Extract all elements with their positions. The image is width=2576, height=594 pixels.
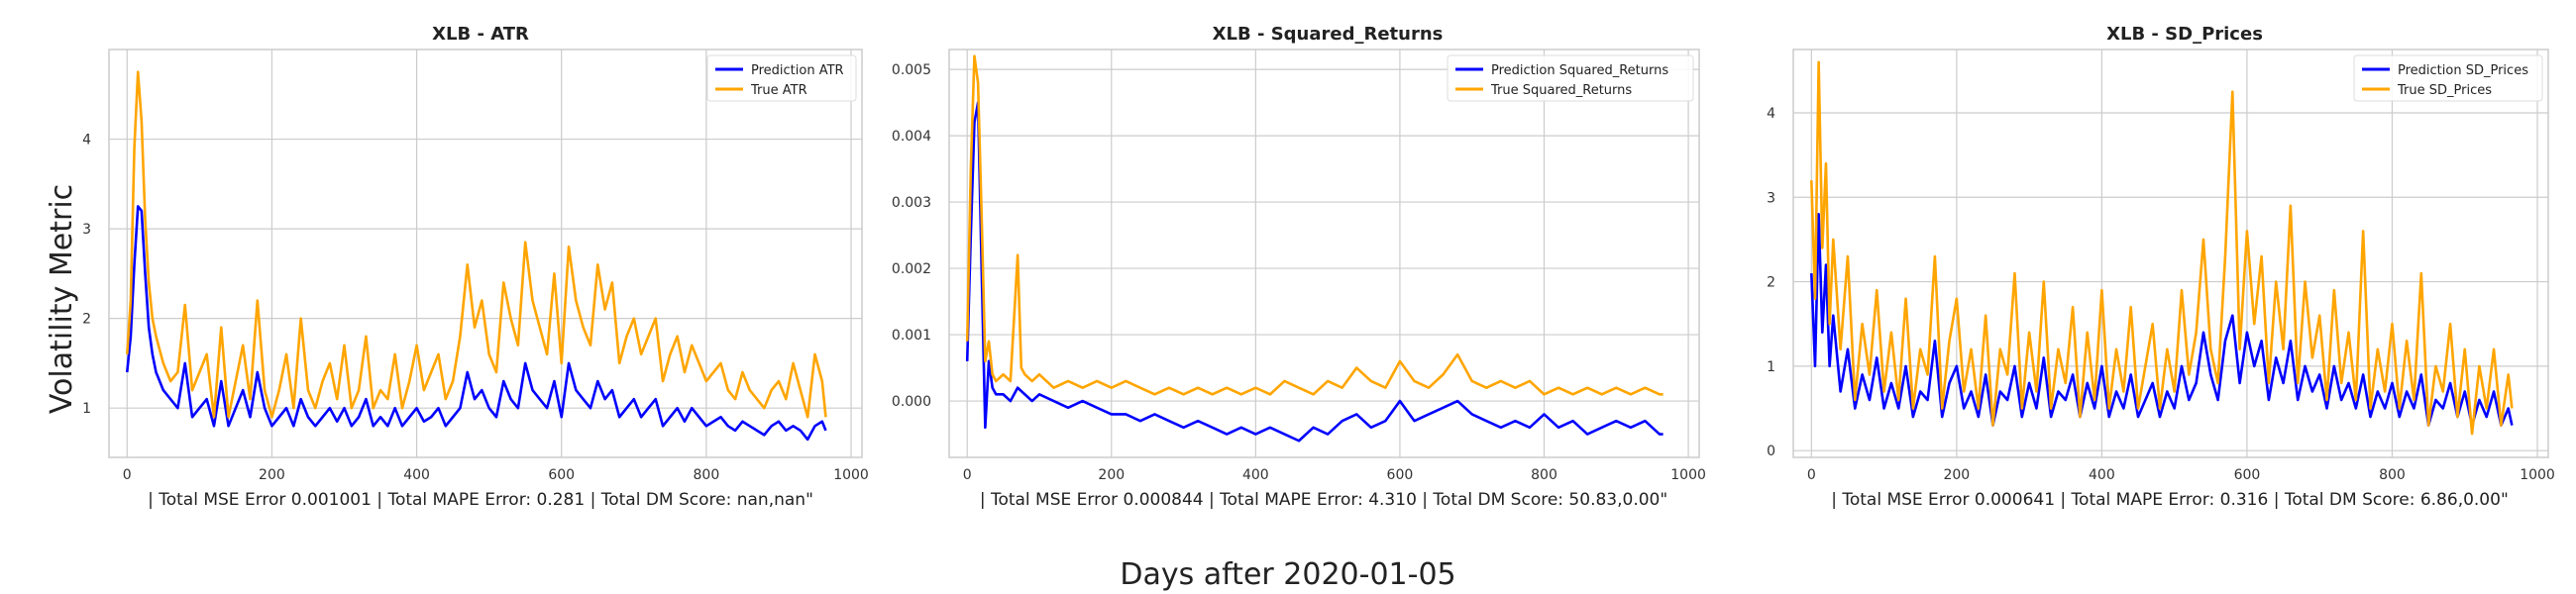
x-tick-label: 400 [1242,467,1269,483]
legend-label: True ATR [750,83,807,98]
y-tick-label: 0.002 [892,261,931,277]
x-tick-labels: 0 200 400 600 800 1000 [1807,467,2555,483]
x-tick-label: 800 [694,467,720,483]
series-line-true [125,70,827,419]
x-tick-label: 600 [2234,467,2261,483]
chart-xlb-atr: XLB - ATR 0 200 400 600 800 1000 1 2 3 4 Predict… [82,24,869,510]
plot-frame [108,49,863,458]
chart-xlb-squared-returns: XLB - Squared_Returns 0 200 400 600 800 1000 … [892,24,1706,510]
x-axis-label: | Total MSE Error 0.001001 | Total MAPE … [148,490,813,510]
x-tick-label: 0 [963,467,972,483]
chart-xlb-sd-prices: XLB - SD_Prices 0 200 400 600 800 1000 01234 … [1767,24,2555,510]
x-tick-label: 600 [1387,467,1414,483]
x-tick-label: 800 [2379,467,2406,483]
x-tick-label: 1000 [833,467,869,483]
y-tick-label: 3 [82,222,91,238]
series-line-prediction [1810,213,2514,427]
x-tick-label: 1000 [1670,467,1706,483]
legend-label: True SD_Prices [2397,83,2492,98]
x-tick-label: 800 [1531,467,1557,483]
y-tick-label: 0.001 [892,328,931,344]
y-tick-label: 0.005 [892,62,931,78]
legend-label: Prediction Squared_Returns [1491,63,1668,78]
series-lines [1810,60,2514,436]
x-tick-label: 1000 [2520,467,2555,483]
plot-frame [948,49,1700,458]
y-tick-labels: 0 1 2 3 4 [1767,106,1775,459]
figure-y-axis-label: Volatility Metric [45,184,79,414]
legend: Prediction SD_Prices True SD_Prices [2353,54,2543,102]
y-tick-label: 1 [1767,359,1775,375]
series-line-true [965,54,1664,396]
x-tick-label: 400 [403,467,430,483]
y-tick-label: 0.000 [892,394,931,410]
x-tick-label: 200 [259,467,285,483]
y-tick-label: 0.003 [892,195,931,211]
figure-x-axis-label: Days after 2020-01-05 [1120,557,1455,592]
legend-box [706,54,857,102]
x-tick-label: 200 [1098,467,1125,483]
x-axis-label: | Total MSE Error 0.000641 | Total MAPE … [1831,490,2509,510]
legend-label: Prediction ATR [751,63,844,78]
gridlines [1793,50,2548,457]
y-tick-label: 2 [1767,275,1775,291]
y-tick-label: 0 [1767,444,1775,459]
plot-frame [1792,49,2549,458]
legend-box [1447,54,1694,102]
x-axis-label: | Total MSE Error 0.000844 | Total MAPE … [980,490,1667,510]
chart-title: XLB - SD_Prices [2106,24,2263,45]
legend-label: Prediction SD_Prices [2398,63,2528,78]
x-tick-labels: 0 200 400 600 800 1000 [963,467,1706,483]
y-tick-label: 0.004 [892,129,931,145]
y-tick-labels: 0.000 0.001 0.002 0.003 0.004 0.005 [892,62,931,410]
y-tick-label: 3 [1767,190,1775,206]
x-tick-label: 0 [1807,467,1816,483]
x-tick-label: 400 [2089,467,2115,483]
y-tick-label: 4 [1767,106,1775,122]
x-tick-labels: 0 200 400 600 800 1000 [123,467,869,483]
chart-title: XLB - Squared_Returns [1213,24,1444,45]
series-lines [965,54,1664,443]
y-tick-labels: 1 2 3 4 [82,133,91,418]
series-line-prediction [125,205,827,442]
legend-box [2353,54,2543,102]
series-lines [125,70,827,442]
legend: Prediction ATR True ATR [706,54,857,102]
x-tick-label: 200 [1943,467,1970,483]
y-tick-label: 2 [82,312,91,328]
x-tick-label: 600 [548,467,575,483]
y-tick-label: 1 [82,401,91,417]
legend-label: True Squared_Returns [1490,83,1632,98]
series-line-true [1810,60,2514,436]
gridlines [949,50,1699,457]
x-tick-label: 0 [123,467,132,483]
legend: Prediction Squared_Returns True Squared_R… [1447,54,1694,102]
y-tick-label: 4 [82,133,91,148]
series-line-prediction [965,101,1664,443]
chart-title: XLB - ATR [432,24,529,45]
